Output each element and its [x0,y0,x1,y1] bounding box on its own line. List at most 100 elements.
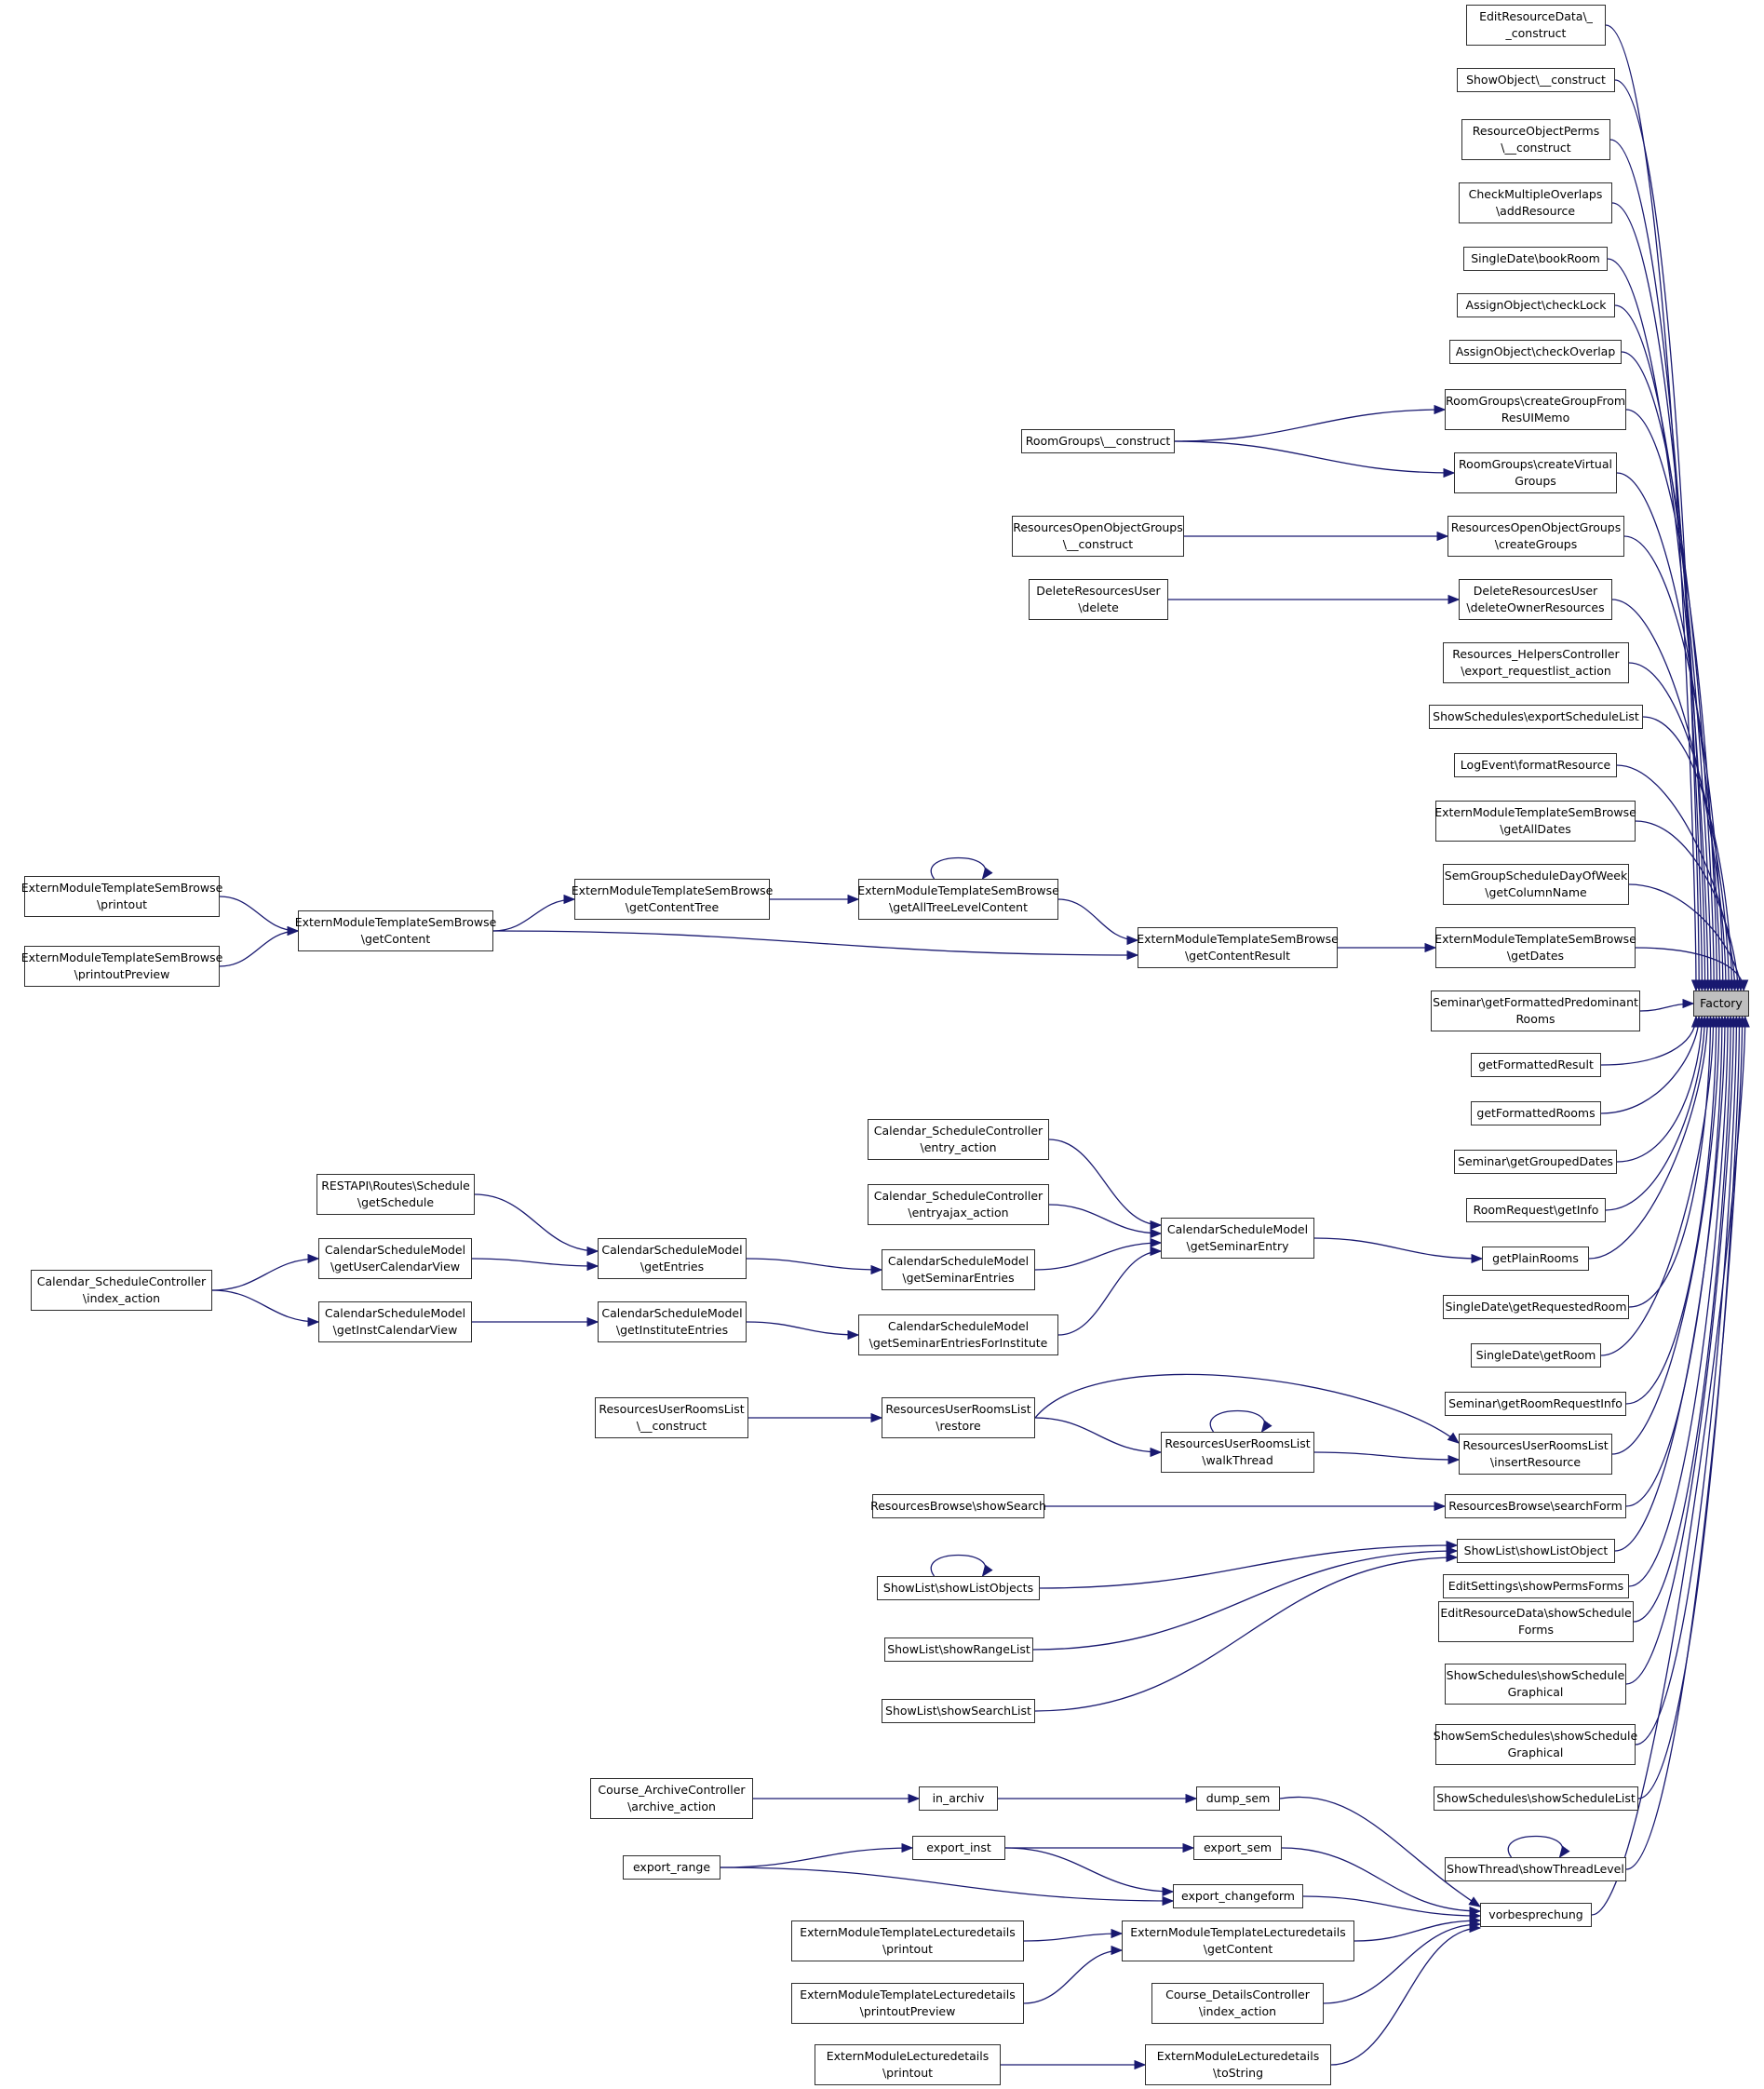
node-erd_show_schedule_forms[interactable]: EditResourceData\showSchedule Forms [1438,1601,1634,1642]
node-sss_show_schedule_graphical[interactable]: ShowSemSchedules\showSchedule Graphical [1434,1724,1637,1765]
node-ss_show_schedule_list[interactable]: ShowSchedules\showScheduleList [1434,1786,1638,1811]
node-label: \createGroups [1494,537,1578,551]
node-emsb_printout[interactable]: ExternModuleTemplateSemBrowse \printout [21,876,222,917]
edge-csm_get_institute_entries-csm_get_seminar_entries_for_institute [746,1321,860,1341]
node-csm_get_seminar_entries_for_institute[interactable]: CalendarScheduleModel \getSeminarEntriesF… [858,1314,1058,1355]
edge-export_range-export_inst [720,1842,914,1868]
node-eml_printout[interactable]: ExternModuleLecturedetails \printout [815,2044,1001,2085]
node-label: Seminar\getFormattedPredominant [1433,994,1638,1009]
edge-erd_show_schedule_forms-factory [1633,1015,1736,1623]
node-rb_search_form[interactable]: ResourcesBrowse\searchForm [1445,1494,1626,1518]
node-rr_get_info[interactable]: RoomRequest\getInfo [1466,1198,1606,1222]
node-label: ResourcesBrowse\searchForm [1448,1498,1623,1513]
node-csm_get_inst_calendar_view[interactable]: CalendarScheduleModel \getInstCalendarVie… [318,1301,472,1342]
edge-emsb_get_content-emsb_get_content_tree [492,894,576,932]
node-csm_get_institute_entries[interactable]: CalendarScheduleModel \getInstituteEntrie… [598,1301,747,1342]
node-label: _construct [1505,26,1567,40]
node-label: \getSchedule [357,1195,435,1209]
node-export_changeform[interactable]: export_changeform [1173,1884,1303,1908]
node-emsb_get_content_result[interactable]: ExternModuleTemplateSemBrowse \getContent… [1137,927,1339,968]
node-resource_object_perms_construct[interactable]: ResourceObjectPerms \__construct [1461,119,1610,160]
edge-rr_get_info-factory [1605,1015,1710,1211]
node-ss_show_schedule_graphical[interactable]: ShowSchedules\showSchedule Graphical [1445,1664,1626,1705]
node-edit_resource_data_construct[interactable]: EditResourceData\_ _construct [1466,5,1606,46]
node-single_date_book_room[interactable]: SingleDate\bookRoom [1463,247,1608,271]
node-assign_object_check_lock[interactable]: AssignObject\checkLock [1457,293,1615,317]
node-sem_get_room_request_info[interactable]: Seminar\getRoomRequestInfo [1445,1392,1626,1416]
node-restapi_get_schedule[interactable]: RESTAPI\Routes\Schedule \getSchedule [316,1174,475,1215]
node-emsb_get_all_tree_level_content[interactable]: ExternModuleTemplateSemBrowse \getAllTree… [857,879,1059,920]
node-rog_create_groups[interactable]: ResourcesOpenObjectGroups \createGroups [1448,516,1624,557]
node-csm_get_seminar_entries[interactable]: CalendarScheduleModel \getSeminarEntries [882,1249,1035,1290]
node-label: ExternModuleTemplateLecturedetails [800,1987,1016,2001]
node-cal_entryajax_action[interactable]: Calendar_ScheduleController \entryajax_ac… [868,1184,1049,1225]
node-show_object_construct[interactable]: ShowObject\__construct [1457,68,1615,92]
node-dru_delete[interactable]: DeleteResourcesUser \delete [1029,579,1168,620]
node-emsb_get_content[interactable]: ExternModuleTemplateSemBrowse \getContent [295,910,496,951]
node-emtl_printout_preview[interactable]: ExternModuleTemplateLecturedetails \print… [791,1983,1024,2024]
node-label: SingleDate\getRoom [1475,1347,1596,1362]
node-get_plain_rooms[interactable]: getPlainRooms [1482,1247,1589,1271]
node-check_multiple_overlaps_add_resource[interactable]: CheckMultipleOverlaps \addResource [1459,182,1612,223]
node-rh_export_requestlist_action[interactable]: Resources_HelpersController \export_reque… [1443,642,1629,683]
node-es_show_perms_forms[interactable]: EditSettings\showPermsForms [1443,1574,1629,1598]
node-rurl_restore[interactable]: ResourcesUserRoomsList \restore [882,1397,1035,1438]
node-cac_archive_action[interactable]: Course_ArchiveController \archive_action [590,1778,753,1819]
node-csm_get_seminar_entry[interactable]: CalendarScheduleModel \getSeminarEntry [1161,1218,1314,1259]
node-get_formatted_result[interactable]: getFormattedResult [1471,1053,1601,1077]
node-sd_get_room[interactable]: SingleDate\getRoom [1471,1343,1601,1368]
node-label: SingleDate\getRequestedRoom [1445,1299,1627,1314]
node-rg_create_virtual_groups[interactable]: RoomGroups\createVirtual Groups [1454,452,1617,493]
node-emsb_get_all_dates[interactable]: ExternModuleTemplateSemBrowse \getAllDate… [1434,801,1636,842]
node-label: RoomRequest\getInfo [1473,1202,1599,1217]
node-emsb_printout_preview[interactable]: ExternModuleTemplateSemBrowse \printoutPr… [21,946,222,987]
node-dru_delete_owner_resources[interactable]: DeleteResourcesUser \deleteOwnerResources [1459,579,1612,620]
node-label: SingleDate\bookRoom [1471,250,1600,265]
node-rb_show_search[interactable]: ResourcesBrowse\showSearch [870,1494,1046,1518]
node-label: RoomGroups\createVirtual [1459,456,1612,471]
node-sgs_get_column_name[interactable]: SemGroupScheduleDayOfWeek \getColumnName [1443,864,1629,905]
node-rurl_construct[interactable]: ResourcesUserRoomsList \__construct [595,1397,748,1438]
node-label: \insertResource [1489,1455,1582,1469]
node-rog_construct[interactable]: ResourcesOpenObjectGroups \__construct [1012,516,1184,557]
edge-emtl_get_content-vorbesprechung [1353,1915,1482,1942]
node-sl_show_range_list[interactable]: ShowList\showRangeList [884,1638,1033,1662]
node-dump_sem[interactable]: dump_sem [1196,1786,1280,1811]
node-rg_create_group_from_resuimemo[interactable]: RoomGroups\createGroupFrom ResUIMemo [1445,389,1626,430]
edge-show_object_construct-factory [1614,79,1704,992]
node-rurl_walk_thread[interactable]: ResourcesUserRoomsList \walkThread [1161,1432,1314,1473]
node-emtl_get_content[interactable]: ExternModuleTemplateLecturedetails \getCo… [1122,1921,1354,1961]
node-le_format_resource[interactable]: LogEvent\formatResource [1454,753,1617,777]
node-cal_index_action[interactable]: Calendar_ScheduleController \index_action [31,1270,212,1311]
node-export_range[interactable]: export_range [623,1855,720,1880]
node-sl_show_list_object[interactable]: ShowList\showListObject [1457,1539,1615,1563]
node-emtl_printout[interactable]: ExternModuleTemplateLecturedetails \print… [791,1921,1024,1961]
node-st_show_thread_level[interactable]: ShowThread\showThreadLevel [1445,1857,1626,1881]
node-assign_object_check_overlap[interactable]: AssignObject\checkOverlap [1449,340,1622,364]
node-emsb_get_content_tree[interactable]: ExternModuleTemplateSemBrowse \getContent… [572,879,773,920]
node-cal_entry_action[interactable]: Calendar_ScheduleController \entry_action [868,1119,1049,1160]
node-sl_show_search_list[interactable]: ShowList\showSearchList [882,1699,1035,1723]
node-get_formatted_rooms[interactable]: getFormattedRooms [1471,1101,1601,1125]
node-csm_get_user_calendar_view[interactable]: CalendarScheduleModel \getUserCalendarVie… [318,1238,472,1279]
node-vorbesprechung[interactable]: vorbesprechung [1480,1903,1592,1927]
node-export_sem[interactable]: export_sem [1193,1836,1282,1860]
node-sd_get_requested_room[interactable]: SingleDate\getRequestedRoom [1443,1295,1629,1319]
node-ss_export_schedule_list[interactable]: ShowSchedules\exportScheduleList [1429,705,1643,729]
self-loop-rurl_walk_thread [1209,1409,1273,1434]
node-cdc_index_action[interactable]: Course_DetailsController \index_action [1151,1983,1324,2024]
node-in_archiv[interactable]: in_archiv [919,1786,998,1811]
node-eml_to_string[interactable]: ExternModuleLecturedetails \toString [1145,2044,1331,2085]
node-csm_get_entries[interactable]: CalendarScheduleModel \getEntries [598,1238,747,1279]
node-rg_construct[interactable]: RoomGroups\__construct [1021,429,1175,453]
edge-sem_get_grouped_dates-factory [1616,1015,1707,1163]
node-label: \printout [96,897,148,911]
node-sem_get_grouped_dates[interactable]: Seminar\getGroupedDates [1454,1150,1617,1174]
node-sl_show_list_objects[interactable]: ShowList\showListObjects [877,1576,1040,1600]
node-sem_get_formatted_predominant_rooms[interactable]: Seminar\getFormattedPredominant Rooms [1431,991,1640,1031]
node-export_inst[interactable]: export_inst [912,1836,1005,1860]
node-emsb_get_dates[interactable]: ExternModuleTemplateSemBrowse \getDates [1434,927,1636,968]
node-label: CheckMultipleOverlaps [1468,186,1603,201]
node-rurl_insert_resource[interactable]: ResourcesUserRoomsList \insertResource [1459,1434,1612,1475]
node-label: export_range [632,1859,711,1874]
